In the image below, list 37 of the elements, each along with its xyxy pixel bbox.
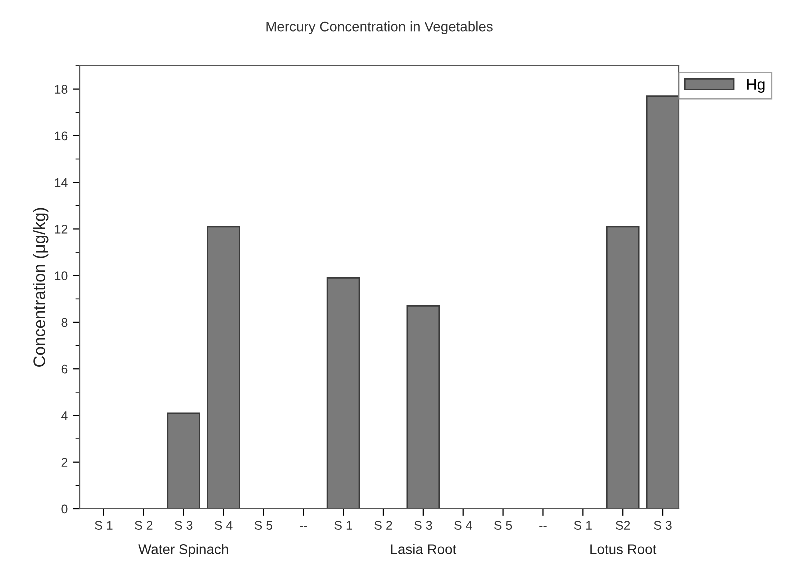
x-tick-label: S 1 [574, 521, 592, 530]
bar [207, 226, 240, 509]
y-tick-label: 2 [62, 458, 68, 467]
text: Lotus Root [590, 544, 657, 554]
bar [606, 226, 640, 509]
x-tick-label: S 2 [374, 521, 392, 530]
x-tick-label: S2 [616, 521, 630, 530]
x-tick-label: -- [300, 526, 308, 528]
bar [326, 277, 360, 509]
x-tick-label: S 4 [454, 521, 472, 530]
x-tick-label: S 3 [414, 521, 432, 530]
text: Lasia Root [391, 544, 457, 554]
y-tick-label: 8 [62, 318, 68, 328]
bar [167, 412, 200, 509]
y-tick-label: 10 [55, 272, 68, 280]
x-tick-label: S 2 [135, 521, 153, 530]
bar [406, 305, 440, 509]
x-tick-label: -- [540, 526, 547, 528]
x-tick-label: S 3 [654, 521, 672, 530]
x-tick-label: S 3 [175, 521, 193, 530]
y-tick-label: 6 [62, 364, 68, 374]
y-tick-label: 0 [62, 504, 68, 514]
bar [646, 96, 679, 509]
x-tick-label: S 5 [494, 521, 512, 530]
x-tick-label: S 1 [95, 521, 113, 530]
y-tick-label: 12 [55, 225, 68, 234]
legend-label: Hg [747, 79, 765, 93]
y-tick-label: 18 [55, 85, 68, 94]
x-tick-label: S 1 [334, 521, 352, 530]
x-tick-label: S 4 [214, 521, 233, 530]
y-tick-label: 16 [55, 132, 68, 141]
y-axis-title: Concentration (μg/kg) [33, 208, 49, 367]
y-tick-label: 4 [62, 412, 68, 420]
y-tick-label: 14 [55, 178, 68, 188]
text: Water Spinach [138, 544, 228, 558]
chart-title: Mercury Concentration in Vegetables [266, 22, 493, 34]
x-tick-label: S 5 [254, 521, 273, 530]
